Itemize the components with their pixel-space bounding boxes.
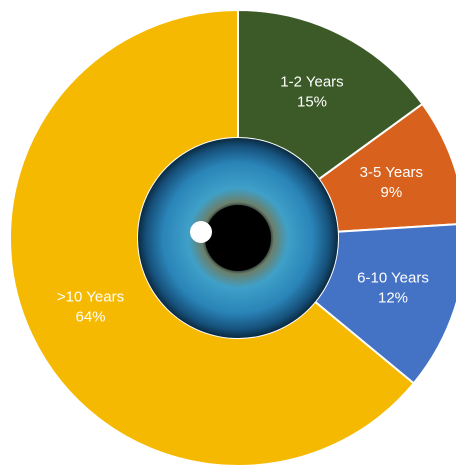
slices xyxy=(9,8,456,466)
slice-value: 12% xyxy=(378,289,408,306)
eye xyxy=(138,138,338,338)
slice-label: 1-2 Years xyxy=(280,74,343,91)
slice-value: 15% xyxy=(297,94,327,111)
pupil xyxy=(205,205,271,271)
slice-value: 9% xyxy=(381,184,403,201)
slice-label: 3-5 Years xyxy=(360,164,423,181)
slice-value: 64% xyxy=(75,308,105,325)
slice-label: >10 Years xyxy=(57,288,124,305)
slice xyxy=(317,102,456,233)
highlight xyxy=(190,221,212,243)
labels: 1-2 Years 15% 3-5 Years 9% 6-10 Years 12% >10 … xyxy=(57,74,429,326)
slice-label: 6-10 Years xyxy=(357,269,429,286)
